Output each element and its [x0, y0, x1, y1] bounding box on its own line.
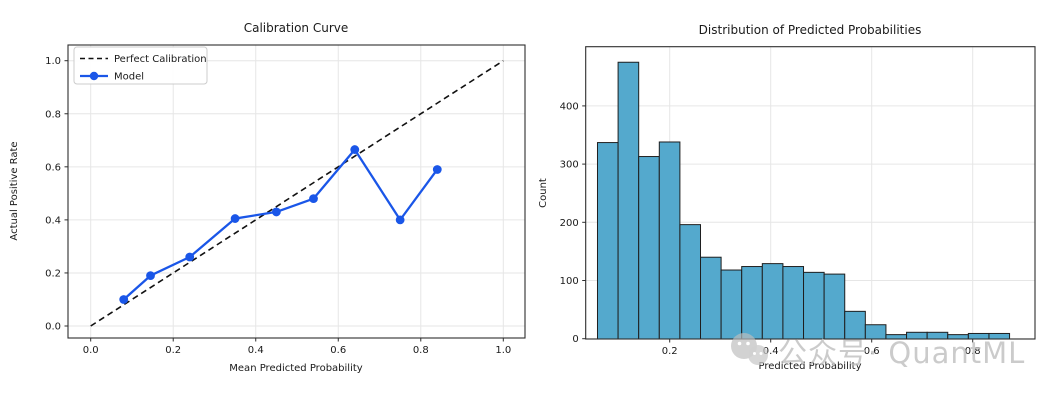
histogram-plot-border [585, 46, 1036, 340]
y-tick-label: 0.6 [45, 162, 61, 173]
histogram-bar [658, 141, 681, 340]
histogram-bar [761, 263, 784, 340]
x-tick-label: 0.4 [248, 345, 264, 356]
histogram-bar [803, 271, 825, 340]
histogram-chart: 0.2 0.4 0.6 0.8 0 100 200 300 400 Distribution o… [538, 23, 1036, 372]
histogram-bar [885, 334, 908, 340]
y-tick-label: 1.0 [45, 56, 61, 67]
y-tick-label: 0.4 [45, 215, 61, 226]
histogram-bar [864, 324, 887, 340]
histogram-bar [988, 332, 1011, 340]
x-tick-label: 0.2 [165, 345, 181, 356]
y-tick-label: 0.0 [45, 322, 61, 333]
model-marker [119, 295, 129, 304]
y-tick-label: 0 [572, 334, 578, 345]
model-marker [146, 271, 155, 280]
calibration-legend: Perfect Calibration Model [73, 46, 208, 85]
x-tick-label: 0.6 [330, 345, 346, 356]
model-line [122, 148, 439, 301]
calibration-chart: 0.0 0.2 0.4 0.6 0.8 1.0 0.0 0.2 0.4 0.6 0.8 1.0 Cal… [9, 21, 526, 374]
x-tick-label: 0.8 [965, 346, 981, 357]
model-marker [271, 207, 281, 217]
histogram-bar [926, 331, 949, 340]
calibration-xlabel: Mean Predicted Probability [229, 363, 362, 374]
histogram-bar [782, 266, 805, 340]
legend-label-model: Model [114, 72, 144, 83]
calibration-ticks: 0.0 0.2 0.4 0.6 0.8 1.0 0.0 0.2 0.4 0.6 0.8 1.0 [45, 56, 511, 356]
histogram-bar [720, 269, 743, 340]
histogram-bar [844, 310, 866, 340]
histogram-bar [700, 256, 722, 340]
x-tick-label: 0.6 [864, 346, 880, 357]
histogram-ylabel: Count [538, 178, 549, 208]
histogram-bar [638, 156, 660, 340]
histogram-bar [906, 331, 928, 340]
y-tick-label: 200 [560, 218, 579, 229]
y-tick-label: 300 [560, 160, 579, 171]
calibration-plot-border [67, 44, 526, 339]
histogram-bar [679, 224, 702, 340]
legend-model-marker [89, 71, 99, 81]
histogram-xlabel: Predicted Probability [759, 361, 862, 372]
calibration-gridlines [68, 45, 525, 338]
model-marker [230, 214, 240, 223]
histogram-bar [617, 61, 640, 340]
model-marker [185, 252, 195, 262]
histogram-title: Distribution of Predicted Probabilities [699, 23, 922, 37]
histogram-bar [741, 266, 763, 340]
model-marker [350, 145, 360, 154]
y-tick-label: 0.8 [45, 109, 61, 120]
x-tick-label: 1.0 [495, 345, 511, 356]
x-tick-label: 0.4 [763, 346, 779, 357]
model-marker [395, 215, 405, 225]
x-tick-label: 0.8 [413, 345, 429, 356]
x-tick-label: 0.2 [662, 346, 678, 357]
calibration-ylabel: Actual Positive Rate [9, 141, 20, 240]
legend-label-perfect: Perfect Calibration [114, 54, 207, 65]
x-tick-label: 0.0 [83, 345, 99, 356]
calibration-title: Calibration Curve [244, 21, 349, 35]
histogram-bars [596, 61, 1011, 340]
model-marker [432, 165, 442, 174]
legend-box [73, 46, 208, 85]
histogram-ticks: 0.2 0.4 0.6 0.8 0 100 200 300 400 [560, 101, 981, 357]
histogram-bar [823, 273, 846, 340]
model-marker [309, 194, 318, 204]
histogram-bar [947, 334, 969, 340]
histogram-bar [967, 332, 990, 340]
y-tick-label: 100 [560, 276, 579, 287]
y-tick-label: 400 [560, 101, 579, 112]
histogram-bar [596, 142, 619, 340]
y-tick-label: 0.2 [45, 268, 61, 279]
calibration-series [90, 60, 504, 327]
perfect-calibration-line [90, 60, 504, 327]
